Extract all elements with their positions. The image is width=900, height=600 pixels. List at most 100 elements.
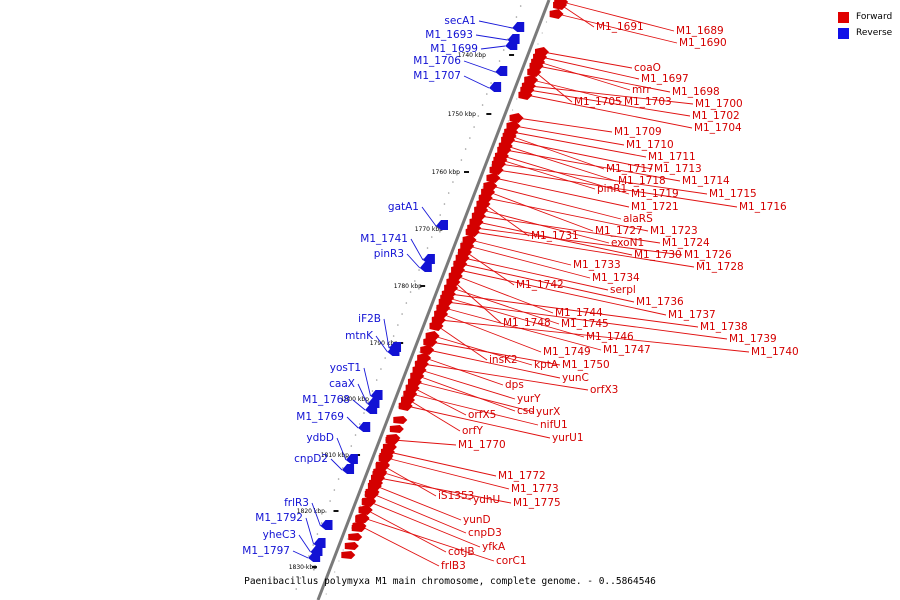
label-is1353[interactable]: iS1353 [438,490,474,502]
label-m1-1699[interactable]: M1_1699 [430,43,478,55]
gene-m1-1716[interactable] [489,165,504,175]
label-m1-1709[interactable]: M1_1709 [614,126,662,138]
label-exon1[interactable]: exoN1 [611,237,644,249]
label-cnpd2[interactable]: cnpD2 [294,453,328,465]
gene-m1-1690[interactable] [549,9,564,19]
gene-insk2[interactable] [429,321,444,331]
label-m1-1768[interactable]: M1_1768 [302,394,350,406]
label-gata1[interactable]: gatA1 [388,201,419,213]
gene-m1-1750[interactable] [423,337,438,347]
label-nifu1[interactable]: nifU1 [540,419,568,431]
label-caax[interactable]: caaX [329,378,355,390]
label-m1-1697[interactable]: M1_1697 [641,73,689,85]
label-kpta[interactable]: kptA [534,359,559,371]
gene-m1-1689[interactable] [554,0,569,7]
gene-m1-1769[interactable] [358,422,371,432]
label-m1-1707[interactable]: M1_1707 [413,70,461,82]
label-orfx3[interactable]: orfX3 [590,384,618,396]
gene-yuru1[interactable] [398,401,413,411]
gene-frlr3[interactable] [320,520,333,530]
label-dps[interactable]: dps [505,379,524,391]
label-m1-1703[interactable]: M1_1703 [624,96,672,108]
label-m1-1691[interactable]: M1_1691 [596,21,644,33]
label-corc1[interactable]: corC1 [496,555,527,567]
label-csd[interactable]: csd [517,405,535,417]
label-m1-1772[interactable]: M1_1772 [498,470,546,482]
gene-pinr3[interactable] [419,262,432,272]
label-m1-1705[interactable]: M1_1705 [574,96,622,108]
label-m1-1706[interactable]: M1_1706 [413,55,461,67]
label-m1-1730[interactable]: M1_1730 [634,249,682,261]
gene-m1-1797[interactable] [308,552,321,562]
gene-m1-1705[interactable] [527,67,542,77]
label-pinr3[interactable]: pinR3 [374,248,404,260]
label-m1-1740[interactable]: M1_1740 [751,346,799,358]
label-m1-1741[interactable]: M1_1741 [360,233,408,245]
gene-m1-1707[interactable] [489,82,502,92]
label-m1-1693[interactable]: M1_1693 [425,29,473,41]
label-m1-1775[interactable]: M1_1775 [513,497,561,509]
label-m1-1700[interactable]: M1_1700 [695,98,743,110]
label-m1-1719[interactable]: M1_1719 [631,188,679,200]
label-m1-1713[interactable]: M1_1713 [654,163,702,175]
label-m1-1714[interactable]: M1_1714 [682,175,730,187]
label-m1-1717[interactable]: M1_1717 [606,163,654,175]
label-m1-1718[interactable]: M1_1718 [618,175,666,187]
label-ydhu[interactable]: ydhU [473,494,500,506]
label-yurx[interactable]: yurX [536,406,560,418]
gene-ydbd[interactable] [345,454,358,464]
label-orfy[interactable]: orfY [462,425,483,437]
gene-m1-1741[interactable] [422,254,435,264]
label-m1-1710[interactable]: M1_1710 [626,139,674,151]
label-insk2[interactable]: insK2 [489,354,518,366]
label-m1-1744[interactable]: M1_1744 [555,307,603,319]
label-pinr1[interactable]: pinR1 [597,183,627,195]
label-serpl[interactable]: serpl [610,284,636,296]
label-m1-1704[interactable]: M1_1704 [694,122,742,134]
label-m1-1773[interactable]: M1_1773 [511,483,559,495]
label-mtnk[interactable]: mtnK [345,330,374,342]
label-m1-1724[interactable]: M1_1724 [662,237,710,249]
label-m1-1746[interactable]: M1_1746 [586,331,634,343]
label-frlr3[interactable]: frlR3 [284,497,309,509]
label-m1-1689[interactable]: M1_1689 [676,25,724,37]
gene-gata1[interactable] [435,220,448,230]
label-orfx5[interactable]: orfX5 [468,409,496,421]
gene-yost1[interactable] [370,390,383,400]
label-m1-1742[interactable]: M1_1742 [516,279,564,291]
label-m1-1736[interactable]: M1_1736 [636,296,684,308]
gene-m1-1768[interactable] [365,404,378,414]
gene-m1-1792[interactable] [313,538,326,548]
label-cnpd3[interactable]: cnpD3 [468,527,502,539]
gene-m1-1709[interactable] [509,113,524,123]
gene-seca1[interactable] [512,22,525,32]
label-m1-1716[interactable]: M1_1716 [739,201,787,213]
label-m1-1715[interactable]: M1_1715 [709,188,757,200]
label-if2b[interactable]: iF2B [358,313,381,325]
gene-m1-1699[interactable] [505,40,518,50]
label-m1-1749[interactable]: M1_1749 [543,346,591,358]
label-m1-1726[interactable]: M1_1726 [684,249,732,261]
label-m1-1750[interactable]: M1_1750 [562,359,610,371]
label-m1-1769[interactable]: M1_1769 [296,411,344,423]
label-m1-1723[interactable]: M1_1723 [650,225,698,237]
label-m1-1690[interactable]: M1_1690 [679,37,727,49]
label-m1-1792[interactable]: M1_1792 [255,512,303,524]
label-m1-1738[interactable]: M1_1738 [700,321,748,333]
label-m1-1770[interactable]: M1_1770 [458,439,506,451]
label-yost1[interactable]: yosT1 [330,362,361,374]
label-seca1[interactable]: secA1 [444,15,476,27]
label-alars[interactable]: alaRS [623,213,653,225]
gene-mtnk[interactable] [387,346,400,356]
label-yuru1[interactable]: yurU1 [552,432,584,444]
label-m1-1721[interactable]: M1_1721 [631,201,679,213]
gene-yunc[interactable] [420,345,435,355]
label-mrr[interactable]: mrr [632,84,651,96]
label-m1-1733[interactable]: M1_1733 [573,259,621,271]
gene-m1-1719[interactable] [494,151,509,161]
label-m1-1728[interactable]: M1_1728 [696,261,744,273]
label-m1-1702[interactable]: M1_1702 [692,110,740,122]
label-m1-1747[interactable]: M1_1747 [603,344,651,356]
label-yhec3[interactable]: yheC3 [263,529,296,541]
label-frlb3[interactable]: frlB3 [441,560,466,572]
